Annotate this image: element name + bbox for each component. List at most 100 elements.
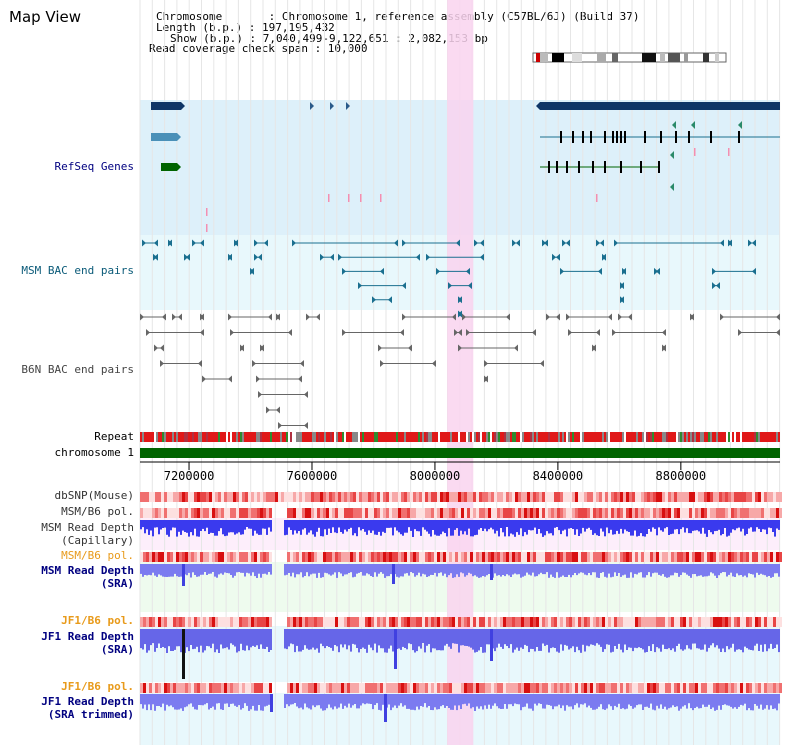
refseq-exons[interactable] [206, 102, 742, 232]
depth-bar [682, 564, 684, 573]
depth-bar [556, 564, 558, 573]
depth-bar [140, 520, 142, 530]
heat-cell [641, 617, 644, 627]
depth-bar [584, 564, 586, 575]
heat-cell [308, 617, 311, 627]
heat-cell [524, 552, 527, 562]
heat-cell [488, 683, 491, 693]
repeat-segment [200, 432, 202, 442]
repeat-segment [338, 432, 340, 442]
depth-bar [416, 629, 418, 652]
depth-bar [152, 564, 154, 573]
repeat-segment [204, 432, 206, 442]
heat-cell [701, 492, 704, 502]
repeat-segment [160, 432, 162, 442]
repeat-segment [448, 432, 450, 442]
depth-bar [530, 694, 532, 709]
depth-bar [694, 629, 696, 644]
heat-cell [320, 683, 323, 693]
depth-bar [322, 520, 324, 537]
depth-bar [774, 520, 776, 537]
heat-cell [377, 683, 380, 693]
depth-bar [762, 564, 764, 575]
depth-bar [618, 629, 620, 644]
b6n-bac-end [200, 329, 204, 336]
repeat-segment [376, 432, 378, 442]
depth-bar [588, 694, 590, 706]
heat-cell [707, 617, 710, 627]
heat-cell [641, 552, 644, 562]
repeat-segment [374, 432, 376, 442]
heat-cell [317, 552, 320, 562]
repeat-segment [308, 432, 310, 442]
depth-bar [530, 520, 532, 531]
depth-bar [410, 629, 412, 645]
heat-cell [377, 492, 380, 502]
depth-bar [662, 564, 664, 575]
heat-cell [176, 492, 179, 502]
repeat-segment [706, 432, 708, 442]
depth-bar [514, 564, 516, 574]
depth-bar [580, 564, 582, 573]
depth-bar [520, 564, 522, 578]
heat-cell [410, 492, 413, 502]
depth-bar [238, 564, 240, 572]
depth-bar [478, 520, 480, 530]
depth-bar [648, 564, 650, 573]
depth-bar [562, 520, 564, 531]
depth-bar [642, 629, 644, 650]
heat-cell [455, 617, 458, 627]
heat-cell [461, 552, 464, 562]
depth-bar [594, 564, 596, 573]
repeat-segment [524, 432, 526, 442]
repeat-segment [694, 432, 696, 442]
depth-bar [634, 694, 636, 708]
heat-cell [689, 552, 692, 562]
depth-bar [150, 520, 152, 531]
msm-bac-pairs[interactable] [142, 239, 756, 318]
depth-bar [576, 629, 578, 647]
depth-bar [616, 520, 618, 531]
depth-bar [390, 564, 392, 575]
msm-bac-label[interactable]: MSM BAC end pairs [21, 264, 134, 277]
repeat-segment [442, 432, 444, 442]
heat-cell [665, 508, 668, 518]
chromosome-ideogram[interactable] [532, 52, 727, 63]
repeat-segment [328, 432, 330, 442]
b6n-bac-label[interactable]: B6N BAC end pairs [21, 363, 134, 376]
depth-bar [164, 520, 166, 528]
heat-cell [431, 552, 434, 562]
heat-cell [569, 683, 572, 693]
heat-cell [650, 508, 653, 518]
heat-cell [698, 683, 701, 693]
depth-bar [248, 694, 250, 711]
depth-bar [606, 520, 608, 528]
repeat-segment [586, 432, 588, 442]
depth-bar [202, 694, 204, 706]
depth-bar [436, 564, 438, 577]
heat-cell [368, 492, 371, 502]
depth-bar [612, 520, 614, 535]
heat-cell [620, 683, 623, 693]
heat-cell [296, 552, 299, 562]
depth-bar [550, 694, 552, 706]
heat-cell [515, 492, 518, 502]
heat-cell [302, 508, 305, 518]
depth-bar [248, 520, 250, 529]
heat-cell [479, 683, 482, 693]
heat-cell [308, 552, 311, 562]
repeat-segment [736, 432, 738, 442]
depth-bar [772, 564, 774, 577]
repeat-segment [756, 432, 758, 442]
b6n-bac-pairs[interactable] [140, 313, 780, 430]
depth-bar [592, 520, 594, 535]
heat-cell [593, 617, 596, 627]
heat-cell [197, 508, 200, 518]
b6n-bac-end [380, 360, 384, 367]
heat-cell [473, 508, 476, 518]
refseq-genes-label[interactable]: RefSeq Genes [54, 160, 134, 173]
depth-bar [292, 564, 294, 573]
repeat-segment [300, 432, 302, 442]
heat-cell [335, 552, 338, 562]
